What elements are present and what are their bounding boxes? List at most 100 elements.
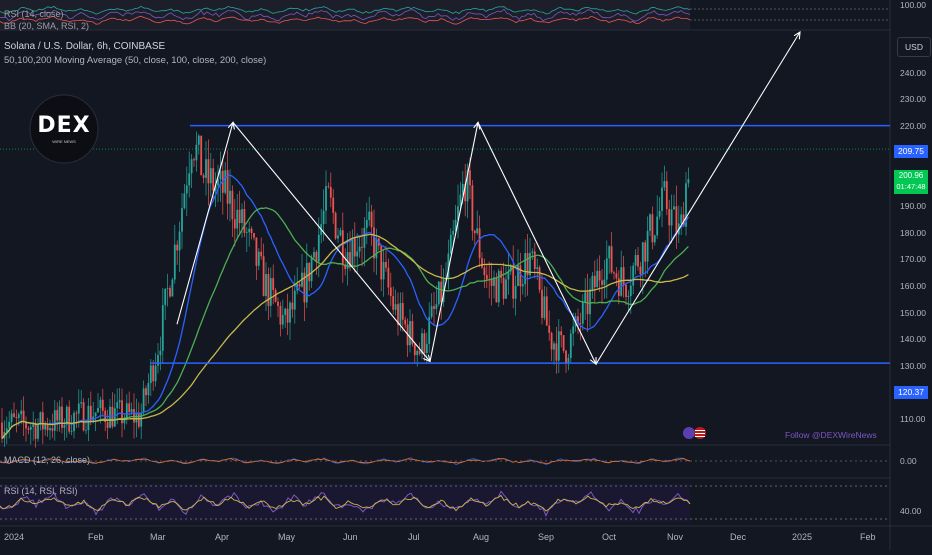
time-tick-aug: Aug: [473, 532, 490, 542]
candle-body: [632, 265, 635, 286]
candle: [281, 299, 284, 330]
candle: [675, 185, 678, 249]
candle-body: [433, 306, 435, 309]
candle: [147, 373, 150, 404]
candle-body: [353, 238, 356, 257]
logo-badge-icon: [29, 94, 99, 164]
candle-body: [334, 212, 337, 239]
candle-body: [39, 412, 42, 425]
candle-body: [629, 285, 632, 296]
candle: [51, 413, 54, 438]
candle: [358, 236, 361, 258]
candle-body: [200, 135, 203, 176]
candle-body: [236, 209, 239, 229]
candle-body: [94, 412, 97, 417]
candle: [111, 392, 114, 429]
candle-body: [140, 412, 143, 427]
candle-body: [116, 402, 119, 409]
candle-body: [226, 170, 229, 204]
candle: [351, 229, 354, 268]
candle-body: [478, 228, 481, 259]
candle-body: [173, 244, 176, 280]
time-tick-feb: Feb: [88, 532, 104, 542]
candle: [625, 282, 627, 306]
candle: [538, 265, 541, 294]
candle-body: [514, 285, 517, 299]
candle: [421, 328, 423, 360]
resistance-price-label: 209.75: [894, 145, 928, 158]
candle: [1, 408, 3, 444]
candle: [524, 239, 527, 298]
candle: [56, 402, 59, 432]
projection-arrow: [477, 122, 596, 364]
candle: [65, 404, 68, 438]
candle: [661, 172, 663, 228]
candle-body: [101, 399, 104, 411]
candle-body: [214, 185, 217, 191]
candle-body: [243, 209, 246, 233]
candle: [629, 265, 632, 314]
projection-arrow: [429, 122, 478, 362]
candle-body: [368, 211, 371, 220]
candle-body: [425, 343, 428, 353]
time-tick-mar: Mar: [150, 532, 166, 542]
candle-body: [505, 279, 507, 299]
candle: [387, 258, 390, 296]
candle: [569, 329, 572, 363]
candle-body: [89, 405, 92, 422]
candle: [262, 243, 265, 297]
candle: [154, 352, 157, 387]
candle-body: [639, 266, 642, 275]
candle-body: [58, 406, 61, 421]
candle: [241, 203, 243, 238]
current-price-box: 200.96 01:47:48: [894, 170, 928, 194]
candle: [557, 319, 560, 373]
candle-body: [382, 262, 385, 280]
candle-body: [413, 344, 416, 356]
candle-body: [365, 219, 368, 228]
candle: [385, 245, 387, 272]
candle-body: [459, 194, 462, 207]
candle-body: [637, 255, 639, 267]
candle-body: [615, 273, 618, 279]
currency-button[interactable]: USD: [897, 37, 931, 57]
candle: [356, 233, 359, 274]
candle-body: [569, 333, 572, 358]
rsi-value: 40.00: [900, 506, 922, 516]
candle-body: [469, 170, 471, 186]
rsi-ma-line: [0, 494, 691, 512]
candle: [399, 292, 402, 332]
top-bb-lower: [0, 15, 691, 25]
candle-body: [608, 246, 611, 259]
candle: [195, 131, 198, 172]
candle-body: [461, 183, 464, 195]
candle-body: [634, 255, 637, 266]
candle-body: [327, 186, 330, 188]
candle-body: [159, 350, 162, 356]
countdown-label: 01:47:48: [896, 182, 926, 191]
candle-body: [529, 252, 531, 276]
candle: [329, 172, 332, 208]
price-tick-190: 190.00: [900, 201, 926, 211]
candle: [116, 388, 119, 425]
candle-body: [183, 193, 186, 209]
candle: [188, 151, 191, 198]
candle: [373, 209, 375, 273]
candle-body: [178, 231, 181, 251]
candle: [178, 221, 181, 273]
candle: [447, 239, 450, 290]
candle: [82, 398, 85, 432]
candle: [687, 167, 690, 188]
dex-logo: DEX WIRE NEWS: [28, 85, 100, 173]
candle: [526, 233, 529, 296]
candle-body: [649, 214, 651, 231]
candle-body: [37, 424, 39, 439]
candle-body: [341, 230, 344, 265]
candle-body: [188, 173, 191, 186]
candle: [375, 228, 378, 275]
candle: [97, 393, 99, 413]
candle-body: [154, 365, 157, 382]
candle-body: [517, 265, 519, 286]
candle: [653, 234, 656, 246]
candle: [553, 341, 555, 365]
